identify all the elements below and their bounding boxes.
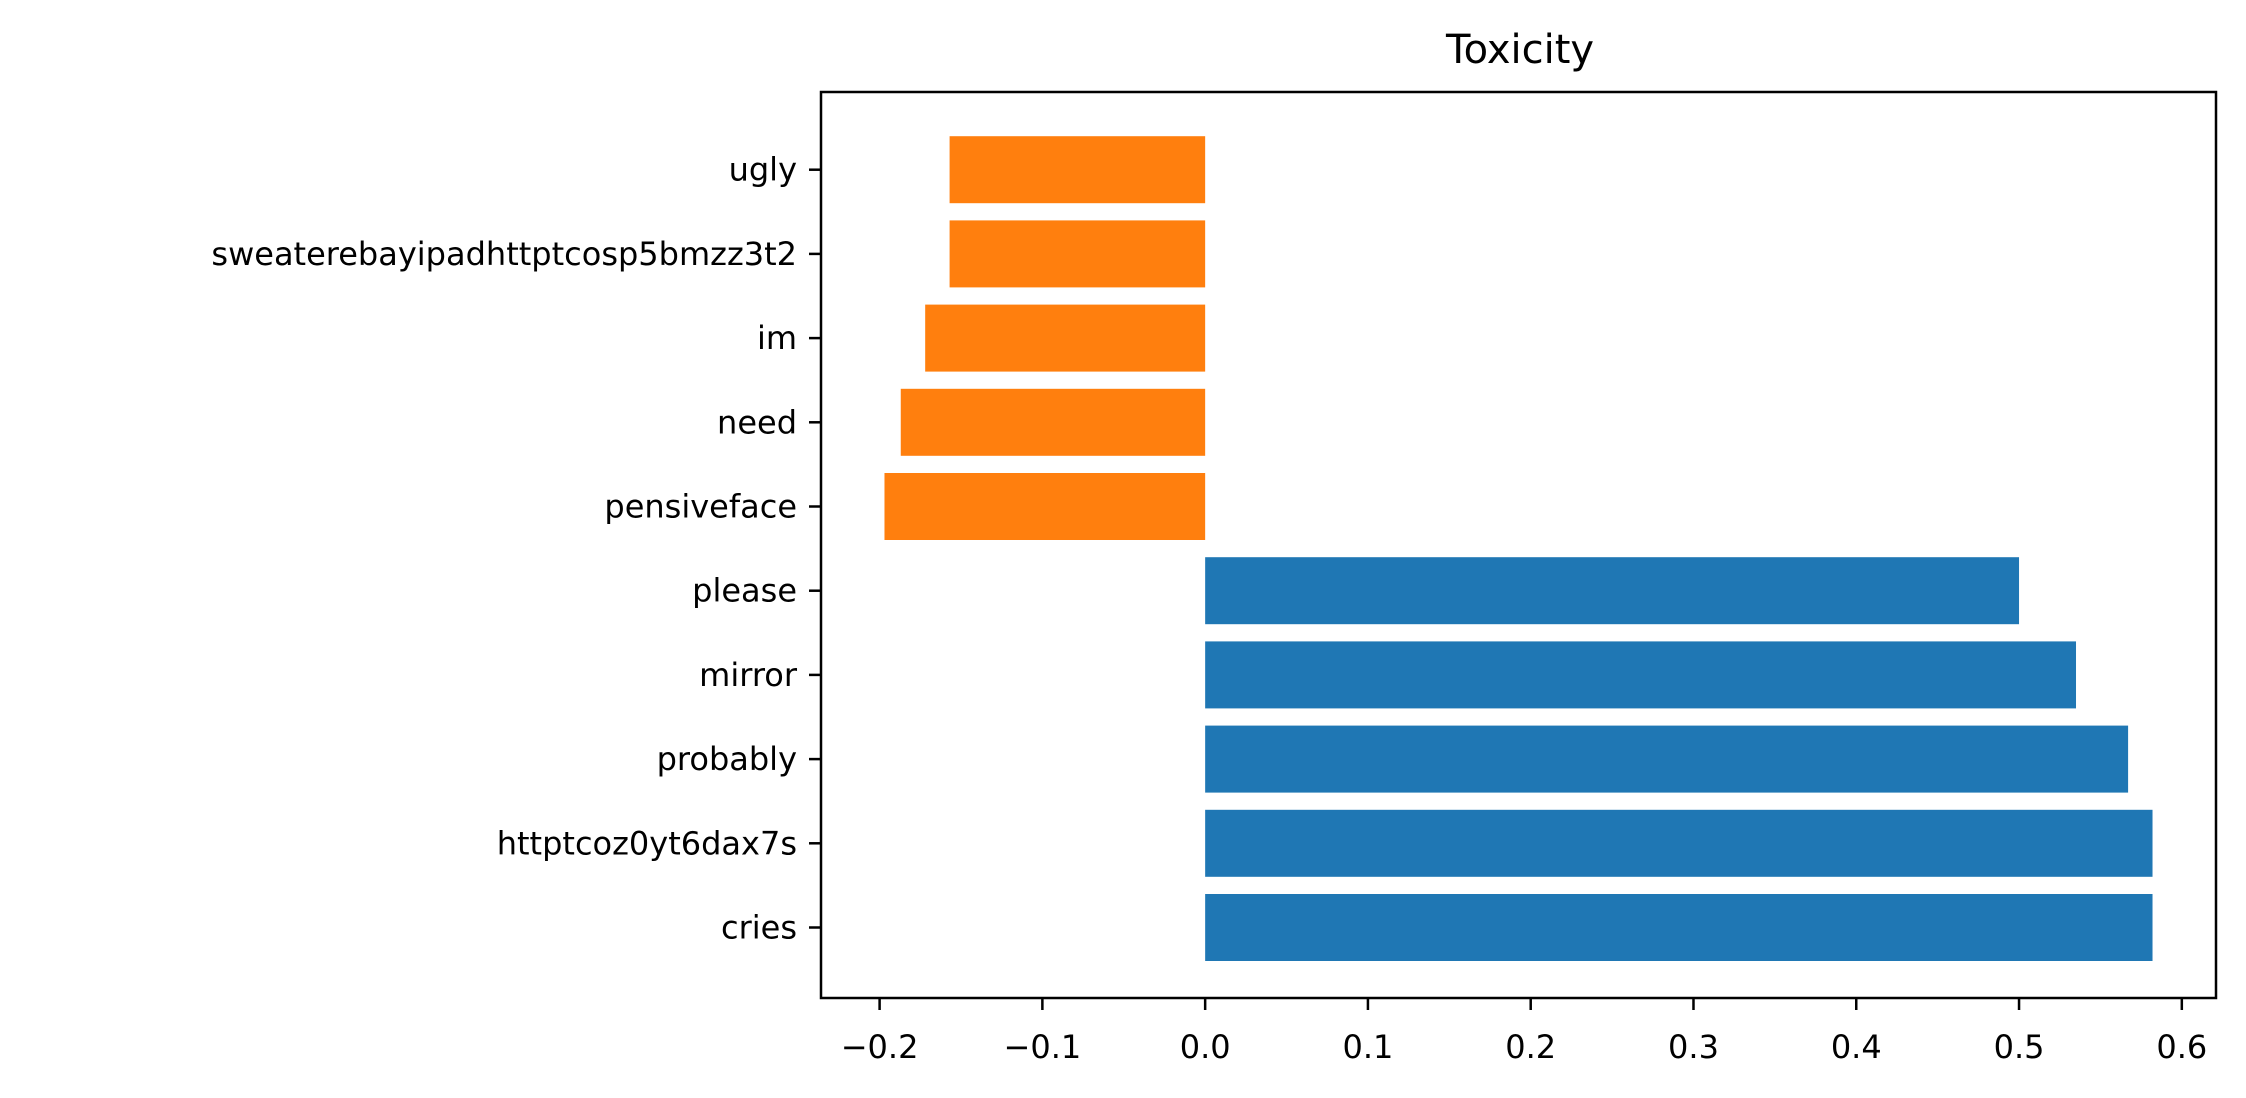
y-tick-label: im — [757, 319, 797, 357]
y-tick-label: httptcoz0yt6dax7s — [497, 824, 797, 862]
bar-probably — [1205, 725, 2129, 793]
y-tick-label: please — [692, 572, 797, 610]
bar-please — [1205, 557, 2020, 625]
x-tick-label: 0.5 — [1994, 1028, 2045, 1066]
x-tick-label: −0.2 — [841, 1028, 919, 1066]
x-tick-label: 0.0 — [1180, 1028, 1231, 1066]
bar-mirror — [1205, 641, 2077, 709]
y-tick-label: need — [717, 403, 797, 441]
bar-ugly — [949, 136, 1206, 204]
bar-cries — [1205, 894, 2153, 961]
x-tick-label: 0.1 — [1342, 1028, 1393, 1066]
x-axis: −0.2 −0.1 0.0 0.1 0.2 0.3 0.4 0.5 0.6 — [841, 998, 2207, 1066]
y-tick-label: sweaterebayipadhttptcosp5bmzz3t2 — [211, 235, 797, 273]
y-tick-label: mirror — [699, 656, 798, 694]
x-tick-label: 0.3 — [1668, 1028, 1719, 1066]
bar-need — [900, 388, 1206, 456]
x-tick-label: 0.4 — [1831, 1028, 1882, 1066]
y-tick-label: pensiveface — [604, 488, 797, 526]
bar-sweaterebayipadhttptcosp5bmzz3t2 — [949, 220, 1206, 288]
y-tick-label: cries — [721, 909, 797, 947]
bar-pensiveface — [884, 473, 1206, 540]
y-tick-label: probably — [657, 740, 797, 778]
bar-httptcoz0yt6dax7s — [1205, 809, 2153, 877]
x-tick-label: 0.2 — [1505, 1028, 1556, 1066]
plot-frame — [819, 90, 2218, 1000]
bars-group — [884, 136, 2153, 961]
x-tick-label: 0.6 — [2156, 1028, 2207, 1066]
y-tick-label: ugly — [729, 151, 797, 189]
y-axis: cries httptcoz0yt6dax7s probably mirror plea… — [211, 151, 821, 947]
bar-im — [925, 304, 1206, 372]
x-tick-label: −0.1 — [1004, 1028, 1082, 1066]
chart-title: Toxicity — [1445, 27, 1594, 73]
